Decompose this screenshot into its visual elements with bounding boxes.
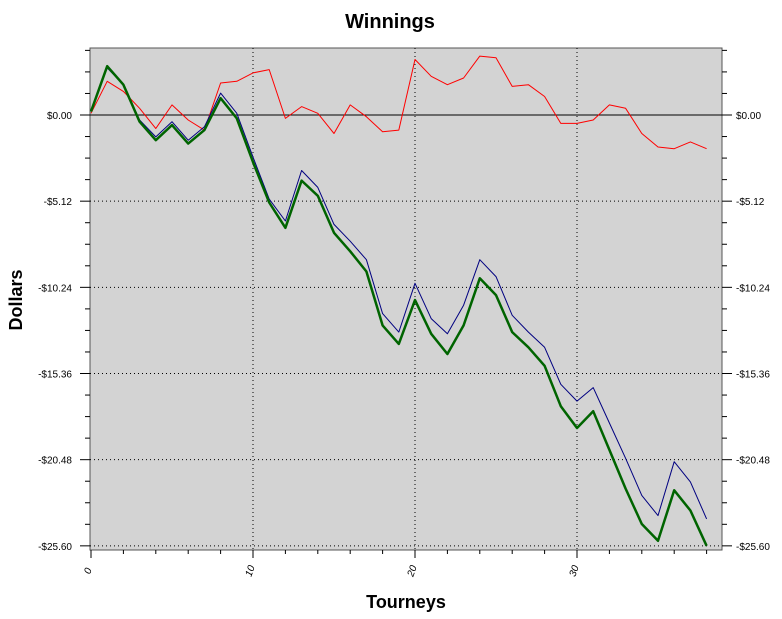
series-line-1: [90, 55, 707, 150]
series-line-2: [90, 67, 708, 520]
chart-title: Winnings: [345, 11, 435, 33]
x-tick-label: 20: [405, 564, 420, 580]
y-tick-label-left: -$10.24: [38, 283, 72, 294]
y-tick-label-left: -$20.48: [38, 456, 72, 467]
series-layer: [89, 55, 708, 547]
series-line-3: [89, 64, 708, 547]
tick-labels-layer: $0.00 $0.00 -$5.12 -$5.12 -$10.24 -$10.24 -$15…: [38, 111, 770, 579]
y-tick-label-right: -$25.60: [736, 542, 770, 553]
y-tick-label-right: $0.00: [736, 111, 761, 122]
y-tick-label-right: -$10.24: [736, 283, 770, 294]
y-tick-label-right: -$20.48: [736, 456, 770, 467]
grid-layer: [90, 48, 722, 550]
plot-area: [89, 47, 723, 551]
x-tick-label: 10: [244, 564, 258, 579]
x-axis-label: Tourneys: [366, 592, 446, 612]
y-tick-label-left: -$5.12: [44, 197, 73, 208]
x-tick-label: 0: [83, 566, 95, 575]
x-tick-label: 30: [568, 564, 582, 579]
y-tick-label-left: $0.00: [47, 111, 72, 122]
y-axis-label: Dollars: [6, 269, 26, 330]
ticks-layer: [80, 49, 732, 558]
y-tick-label-left: -$15.36: [38, 370, 72, 381]
y-tick-label-right: -$15.36: [736, 370, 770, 381]
y-tick-label-left: -$25.60: [38, 542, 72, 553]
y-tick-label-right: -$5.12: [736, 197, 765, 208]
